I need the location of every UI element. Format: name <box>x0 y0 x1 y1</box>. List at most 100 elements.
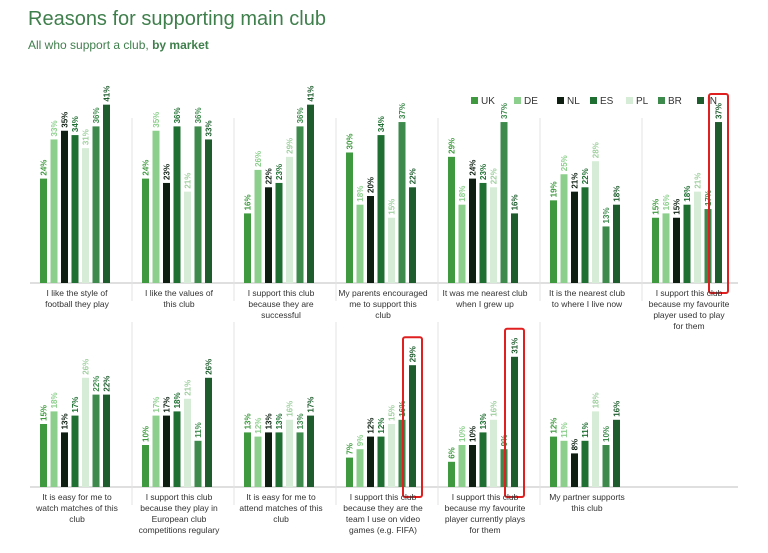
bar-br <box>398 122 406 283</box>
data-label: 33% <box>50 120 59 136</box>
data-label: 18% <box>683 186 692 202</box>
data-label: 22% <box>265 168 274 184</box>
bar-pl <box>592 161 599 283</box>
category-label: I support this club <box>350 492 417 502</box>
data-label: 12% <box>550 418 559 434</box>
bar-uk <box>550 200 557 283</box>
data-label: 34% <box>377 116 386 132</box>
data-label: 17% <box>163 397 172 413</box>
bar-in <box>205 377 212 487</box>
bar-uk <box>652 217 659 283</box>
category-label: It was me nearest club <box>442 288 527 298</box>
bar-es <box>275 182 283 283</box>
bar-in <box>103 394 110 487</box>
data-label: 17% <box>152 397 161 413</box>
category-label: player currently plays <box>445 514 525 524</box>
data-label: 41% <box>103 86 112 102</box>
bar-de <box>152 415 160 487</box>
category-label: club <box>375 310 391 320</box>
data-label: 10% <box>602 426 611 442</box>
bar-de <box>254 436 262 487</box>
data-label: 11% <box>194 422 203 438</box>
data-label: 17% <box>71 397 80 413</box>
bar-nl <box>265 432 272 487</box>
highlight-box <box>504 327 525 498</box>
category-label: me to support this <box>349 299 417 309</box>
data-label: 15% <box>40 405 49 421</box>
data-label: 11% <box>560 422 569 438</box>
data-label: 21% <box>571 173 580 189</box>
category-label: club <box>273 514 289 524</box>
bar-es <box>71 135 79 283</box>
data-label: 34% <box>71 116 80 132</box>
data-label: 18% <box>592 392 601 408</box>
data-label: 13% <box>275 413 284 429</box>
bar-es <box>275 432 283 487</box>
data-label: 10% <box>458 426 467 442</box>
data-label: 29% <box>448 138 457 154</box>
bar-nl <box>163 182 170 283</box>
bar-nl <box>673 217 680 283</box>
data-label: 22% <box>581 168 590 184</box>
bar-uk <box>40 424 47 487</box>
legend-swatch-nl <box>557 97 564 104</box>
subtitle-bold: by market <box>152 38 209 52</box>
legend-label-es: ES <box>600 96 614 107</box>
bar-in <box>511 356 518 487</box>
highlight-box <box>708 93 729 294</box>
bar-in <box>613 419 620 487</box>
bar-pl <box>388 217 395 283</box>
legend-label-in: IN <box>707 96 717 107</box>
bar-nl <box>571 453 578 487</box>
bar-br <box>194 440 202 487</box>
subtitle-main: All who support a club, <box>28 38 153 52</box>
bar-uk <box>40 178 47 283</box>
data-label: 9% <box>356 435 365 447</box>
data-label: 22% <box>92 376 101 392</box>
category-label: for them <box>673 321 704 331</box>
data-label: 29% <box>409 346 418 362</box>
bar-nl <box>265 187 272 283</box>
data-label: 18% <box>458 186 467 202</box>
bar-in <box>409 187 416 283</box>
category-label: My parents encouraged <box>338 288 428 298</box>
category-label: attend matches of this <box>239 503 322 513</box>
category-label: It is easy for me to <box>246 492 316 502</box>
bar-in <box>613 204 620 283</box>
legend-swatch-pl <box>626 97 633 104</box>
category-label: because they are the <box>343 503 423 513</box>
data-label: 36% <box>194 107 203 123</box>
data-label: 15% <box>673 199 682 215</box>
data-label: 13% <box>296 413 305 429</box>
bar-nl <box>163 415 170 487</box>
data-label: 36% <box>173 107 182 123</box>
category-label: team I use on video <box>346 514 420 524</box>
bar-uk <box>448 461 455 487</box>
bar-nl <box>61 432 68 487</box>
category-label: football they play <box>45 299 110 309</box>
bar-es <box>173 411 181 487</box>
data-label: 26% <box>205 359 214 375</box>
legend-label-nl: NL <box>567 96 580 107</box>
legend-swatch-es <box>590 97 597 104</box>
data-label: 24% <box>40 160 49 176</box>
bar-de <box>356 449 364 487</box>
data-label: 18% <box>173 392 182 408</box>
category-label: when I grew up <box>455 299 514 309</box>
bar-in <box>307 104 314 284</box>
bar-uk <box>142 445 149 487</box>
legend-swatch-in <box>697 97 704 104</box>
bar-uk <box>244 213 251 283</box>
data-label: 19% <box>550 181 559 197</box>
category-label: I support this club <box>656 288 723 298</box>
category-label: I support this club <box>248 288 315 298</box>
category-label: this club <box>163 299 194 309</box>
bar-nl <box>571 191 578 283</box>
bar-in <box>205 139 212 283</box>
data-label: 6% <box>448 447 457 459</box>
bar-de <box>458 445 466 487</box>
category-label: player used to play <box>653 310 725 320</box>
data-label: 7% <box>346 443 355 455</box>
data-label: 8% <box>571 439 580 451</box>
data-label: 13% <box>244 413 253 429</box>
